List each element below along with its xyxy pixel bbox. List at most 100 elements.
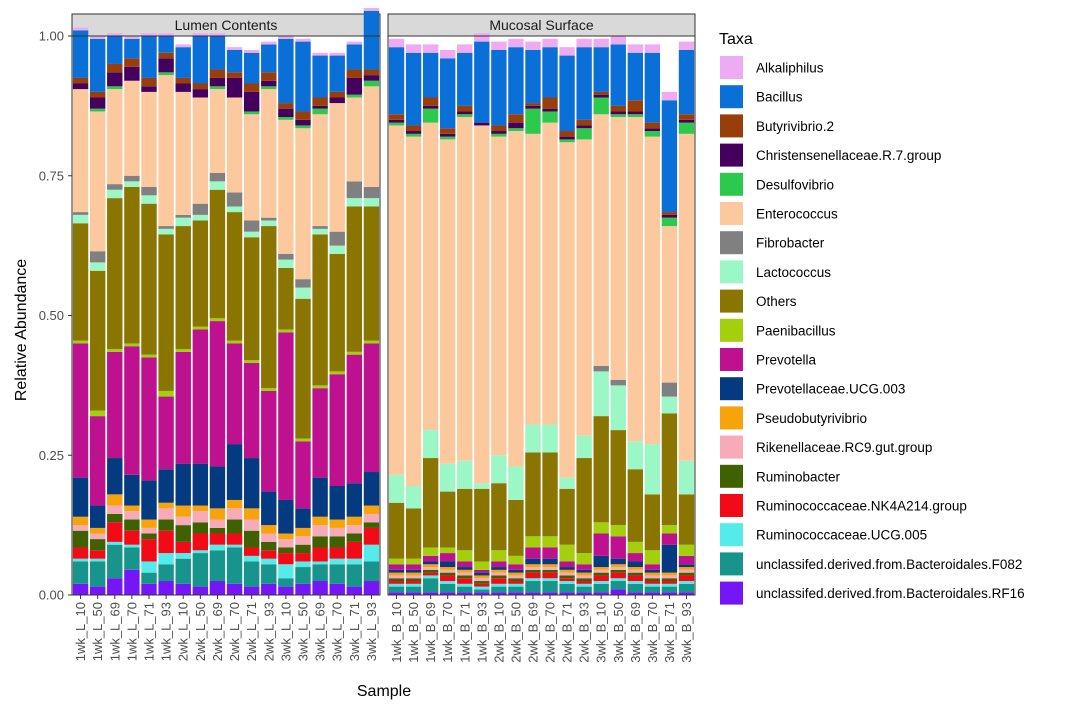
bar-segment-desulfovibrio (312, 108, 328, 115)
legend-label: Bacillus (756, 90, 803, 105)
bar-segment-others (209, 189, 226, 319)
bar-segment-ruminococcaceae-nk4a214-group (610, 572, 626, 579)
bar-segment-prevotella (312, 388, 328, 478)
bar-segment-butyrivibrio-2 (610, 105, 626, 112)
bar-segment-alkaliphilus (457, 44, 473, 53)
bar-segment-rikenellaceae-rc9-gut-group (124, 511, 140, 520)
bar-segment-christensenellaceae-r-7-group (346, 77, 363, 95)
bar-segment-prevotella (89, 416, 106, 506)
bar-segment-lactococcus (405, 485, 422, 509)
legend-swatch (720, 435, 743, 459)
bar-segment-desulfovibrio (89, 108, 106, 112)
bar-segment-ruminobacter (593, 572, 609, 576)
bar-segment-ruminobacter (329, 536, 345, 548)
bar-segment-butyrivibrio-2 (329, 91, 345, 98)
bar-segment-lactococcus (542, 424, 558, 453)
bar-segment-fibrobacter (192, 203, 209, 215)
legend-item: Desulfovibrio (720, 172, 834, 196)
legend-swatch (720, 377, 743, 401)
bar-segment-desulfovibrio (243, 111, 260, 115)
bar-segment-paenibacillus (644, 550, 661, 565)
bar-segment-ruminobacter (226, 519, 243, 534)
bar-segment-enterococcus (508, 131, 524, 467)
bar-segment-prevotellaceae-ucg-003 (295, 508, 311, 528)
bar-segment-pseudobutyrivibrio (192, 505, 209, 512)
bar-segment-fibrobacter (329, 231, 345, 246)
bar-segment-others (678, 494, 695, 545)
bar-segment-ruminococcaceae-nk4a214-group (312, 547, 328, 562)
bar-segment-prevotellaceae-ucg-003 (158, 469, 174, 503)
bar-segment-ruminobacter (508, 578, 524, 582)
x-tick-label: 3wk_L_70 (330, 602, 345, 661)
bar-segment-unclassifed-derived-from-bacteroidales-f082 (474, 589, 490, 593)
legend-item: Ruminobacter (720, 464, 841, 488)
bar-segment-enterococcus (422, 122, 439, 431)
bar-segment-enterococcus (278, 119, 294, 255)
bar-segment-pseudobutyrivibrio (243, 508, 260, 520)
bar-segment-rikenellaceae-rc9-gut-group (158, 508, 174, 520)
bar-segment-bacillus (491, 49, 507, 126)
bar-segment-bacillus (440, 58, 456, 129)
y-tick-label: 0.25 (39, 448, 64, 463)
bar-segment-unclassifed-derived-from-bacteroidales-rf16 (508, 592, 524, 595)
bar-segment-others (329, 254, 345, 372)
bar-segment-prevotella (508, 564, 524, 570)
bar-segment-ruminococcaceae-ucg-005 (192, 550, 209, 554)
bar-segment-prevotella (226, 343, 243, 445)
bar-segment-pseudobutyrivibrio (89, 527, 106, 534)
bar-segment-pseudobutyrivibrio (559, 569, 575, 573)
bar-segment-pseudobutyrivibrio (644, 572, 661, 576)
bar-segment-alkaliphilus (627, 44, 643, 53)
bar-segment-lactococcus (474, 483, 490, 489)
bar-segment-rikenellaceae-rc9-gut-group (576, 575, 592, 579)
bar-segment-paenibacillus (491, 550, 507, 562)
bar-segment-bacillus (593, 47, 609, 92)
bar-segment-fibrobacter (226, 192, 243, 207)
legend-swatch (720, 85, 743, 109)
bar-segment-ruminobacter (175, 525, 191, 542)
bar-segment-ruminococcaceae-ucg-005 (457, 583, 473, 587)
bar-segment-paenibacillus (226, 340, 243, 344)
bar-segment-desulfovibrio (593, 97, 609, 115)
bar-segment-enterococcus (209, 89, 226, 173)
bar-segment-butyrivibrio-2 (491, 125, 507, 132)
x-tick-label: 2wk_B_93 (577, 602, 592, 663)
bar-segment-others (278, 267, 294, 330)
bar-segment-others (559, 488, 575, 545)
bar-segment-unclassifed-derived-from-bacteroidales-f082 (388, 586, 405, 593)
bar-segment-desulfovibrio (209, 86, 226, 90)
bar-segment-prevotellaceae-ucg-003 (346, 483, 363, 517)
x-tick-label: 2wk_L_69 (210, 602, 225, 661)
bar-segment-alkaliphilus (678, 41, 695, 50)
bar-segment-ruminococcaceae-nk4a214-group (107, 522, 123, 542)
legend-label: Desulfovibrio (756, 177, 834, 192)
bar-segment-ruminococcaceae-nk4a214-group (559, 578, 575, 582)
legend: Taxa Alkaliphilus Bacillus Butyrivibrio.2 C… (719, 31, 1025, 605)
bar-segment-ruminococcaceae-ucg-005 (278, 564, 294, 579)
bar-segment-lactococcus (559, 477, 575, 489)
bar-segment-ruminococcaceae-nk4a214-group (295, 553, 311, 562)
bar-segment-christensenellaceae-r-7-group (261, 80, 277, 87)
bar-segment-fibrobacter (124, 175, 140, 182)
bar-segment-ruminococcaceae-nk4a214-group (192, 533, 209, 551)
bar-segment-christensenellaceae-r-7-group (576, 125, 592, 129)
bar-segment-fibrobacter (89, 251, 106, 263)
bar-segment-unclassifed-derived-from-bacteroidales-f082 (593, 583, 609, 593)
bar-segment-desulfovibrio (661, 217, 678, 227)
bar-segment-paenibacillus (363, 340, 380, 344)
bar-segment-unclassifed-derived-from-bacteroidales-rf16 (209, 581, 226, 595)
bar-segment-desulfovibrio (457, 114, 473, 118)
bar-segment-prevotellaceae-ucg-003 (542, 558, 558, 565)
bar-segment-lactococcus (457, 460, 473, 489)
bar-segment-lactococcus (593, 371, 609, 417)
bar-segment-others (610, 430, 626, 526)
bar-segment-fibrobacter (72, 212, 89, 215)
bar-segment-christensenellaceae-r-7-group (141, 86, 157, 92)
bar-segment-bacillus (278, 38, 294, 104)
bar-segment-pseudobutyrivibrio (175, 505, 191, 517)
bar-segment-christensenellaceae-r-7-group (593, 94, 609, 98)
bar-segment-ruminococcaceae-nk4a214-group (405, 581, 422, 584)
bar-segment-lactococcus (209, 181, 226, 190)
bar-segment-butyrivibrio-2 (346, 69, 363, 78)
